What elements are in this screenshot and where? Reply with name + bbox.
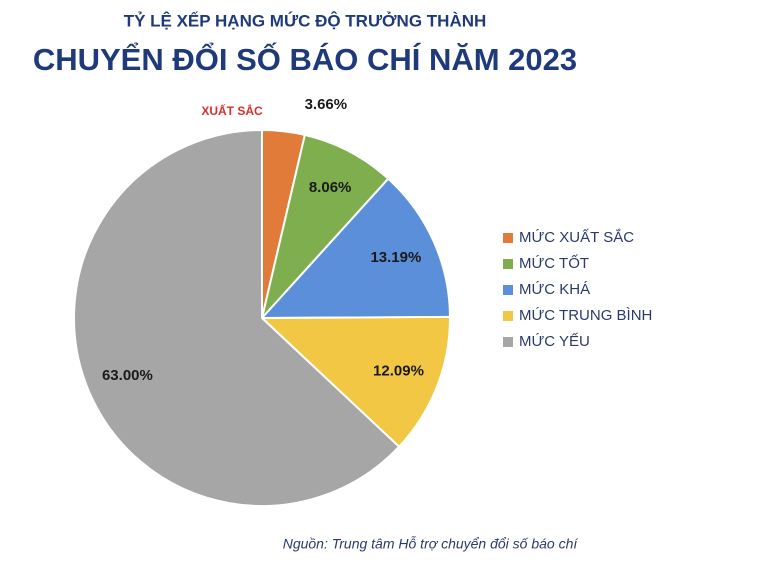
pie-slice — [73, 128, 401, 507]
data-label: 8.06% — [309, 179, 352, 196]
legend-swatch — [503, 259, 513, 269]
legend-label: MỨC TỐT — [519, 254, 589, 272]
legend-label: MỨC XUẤT SẮC — [519, 228, 634, 246]
pie-slice — [260, 133, 390, 322]
legend-swatch — [503, 311, 513, 321]
pie-slice — [259, 177, 452, 320]
annotation: XUẤT SẮC — [201, 103, 263, 118]
source-note: Nguồn: Trung tâm Hỗ trợ chuyển đổi số bá… — [283, 536, 580, 552]
chart-title: CHUYỂN ĐỔI SỐ BÁO CHÍ NĂM 2023 — [33, 41, 577, 77]
data-label: 3.66% — [305, 96, 348, 113]
data-label: 12.09% — [373, 363, 424, 380]
data-label: 13.19% — [370, 249, 421, 266]
chart-subtitle: TỶ LỆ XẾP HẠNG MỨC ĐỘ TRƯỞNG THÀNH — [124, 11, 487, 30]
legend-label: MỨC KHÁ — [519, 281, 590, 298]
legend-swatch — [503, 233, 513, 243]
legend-swatch — [503, 337, 513, 347]
data-label: 63.00% — [102, 367, 153, 384]
legend-label: MỨC TRUNG BÌNH — [519, 307, 652, 324]
legend-label: MỨC YẾU — [519, 333, 590, 350]
pie-slice — [259, 315, 451, 449]
legend-swatch — [503, 285, 513, 295]
